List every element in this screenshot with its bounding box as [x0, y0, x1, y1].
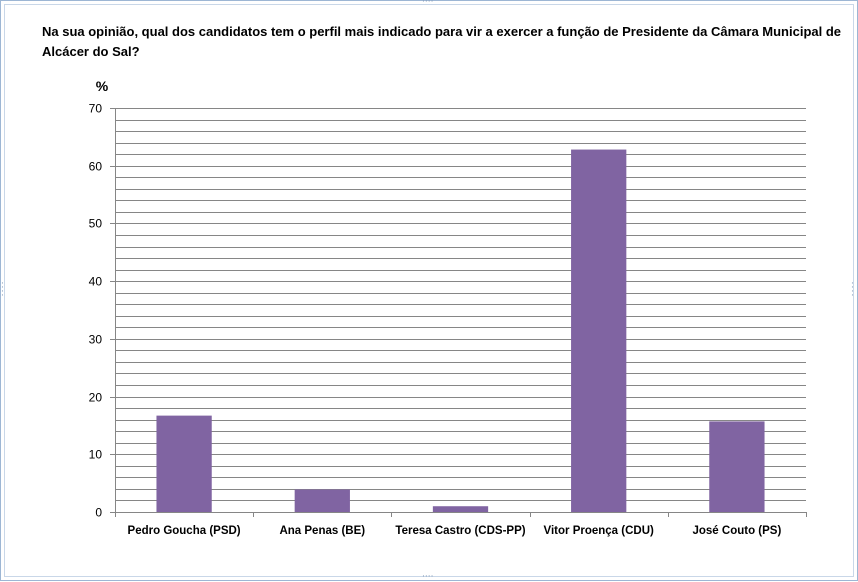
x-category-label: Vitor Proença (CDU): [544, 525, 655, 537]
y-tick-label: 60: [89, 160, 103, 174]
bar[interactable]: [571, 149, 627, 512]
bar[interactable]: [709, 421, 765, 512]
y-tick-label: 10: [89, 448, 103, 462]
bars: [156, 149, 765, 512]
labels: 0 10 20 30 40 50 60 70 Pedro Goucha (PSD) Ana Pen…: [89, 78, 782, 537]
resize-handle-bottom[interactable]: ····: [422, 572, 434, 582]
bar[interactable]: [294, 489, 350, 512]
resize-handle-left[interactable]: · · · ·: [1, 279, 4, 301]
y-tick-label: 20: [89, 391, 103, 405]
y-axis-label: %: [96, 78, 109, 94]
bar[interactable]: [432, 506, 489, 512]
resize-handle-right[interactable]: · · · ·: [851, 279, 854, 301]
axes: [110, 108, 807, 517]
bar[interactable]: [156, 415, 212, 512]
x-category-label: José Couto (PS): [692, 525, 781, 537]
resize-handle-top[interactable]: ····: [422, 0, 434, 7]
y-tick-label: 30: [89, 333, 103, 347]
y-tick-label: 70: [89, 102, 103, 116]
x-category-label: Teresa Castro (CDS-PP): [395, 525, 525, 537]
chart-title: Na sua opinião, qual dos candidatos tem …: [42, 24, 842, 59]
y-tick-label: 0: [95, 506, 102, 520]
y-tick-label: 40: [89, 275, 103, 289]
y-tick-label: 50: [89, 217, 103, 231]
chart-area-border: [4, 4, 854, 577]
x-category-label: Ana Penas (BE): [279, 525, 365, 537]
gridlines: [115, 108, 806, 501]
x-category-label: Pedro Goucha (PSD): [128, 525, 241, 537]
